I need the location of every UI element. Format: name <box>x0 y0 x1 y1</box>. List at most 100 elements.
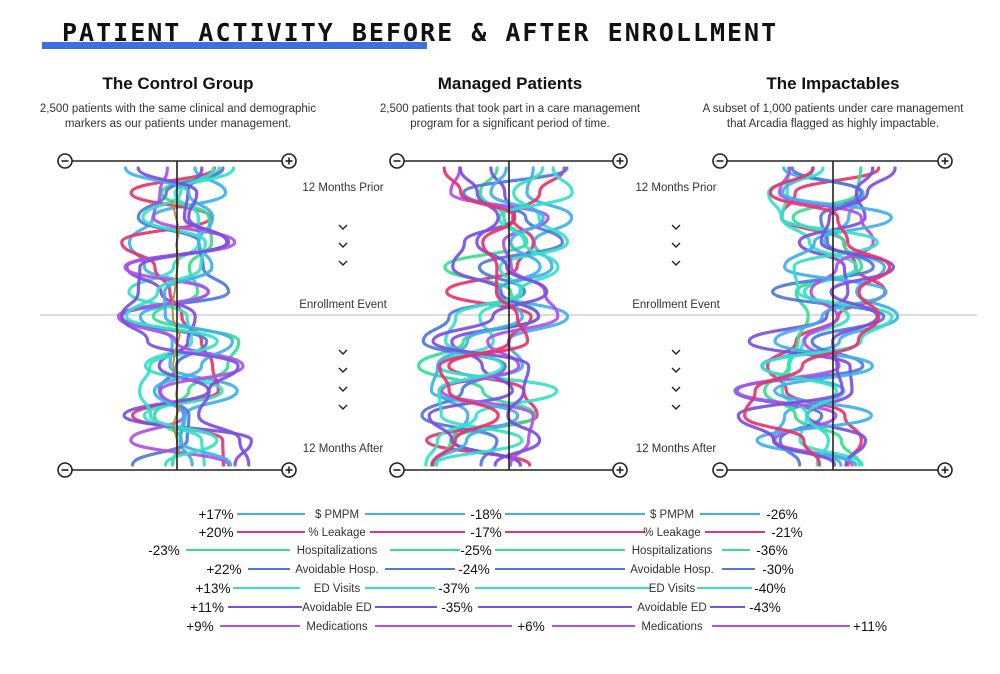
impactables-change: -26% <box>766 507 798 522</box>
activity-line-leakage <box>430 166 530 467</box>
metric-label: $ PMPM <box>315 509 359 521</box>
description-line: program for a significant period of time… <box>410 118 610 130</box>
managed-change: -25% <box>460 543 492 558</box>
activity-line-avoidable_ed <box>431 166 549 467</box>
impactables-change: -21% <box>771 525 803 540</box>
activity-line-hospitalizations <box>762 166 864 467</box>
panels <box>57 153 953 478</box>
timeline-left: 12 Months Prior Enrollment Event 12 Mont… <box>299 182 387 455</box>
legend-row-pmpm: +17% $ PMPM -18% $ PMPM -26% <box>199 507 798 522</box>
panel-2 <box>712 153 953 478</box>
metric-label: Avoidable ED <box>637 602 706 614</box>
legend-row-leakage: +20% % Leakage -17% % Leakage -21% <box>199 525 803 540</box>
description-line: that Arcadia flagged as highly impactabl… <box>726 118 940 130</box>
control-change: +17% <box>199 507 234 522</box>
activity-line-pmpm <box>437 166 574 467</box>
chevron-down-icon <box>671 224 681 230</box>
activity-line-ed_visits <box>127 166 236 467</box>
chevron-down-icon <box>671 349 681 355</box>
chevron-down-icon <box>338 367 348 373</box>
legend-row-ed_visits: +13% ED Visits -37% ED Visits -40% <box>196 581 786 596</box>
metrics-legend: +17% $ PMPM -18% $ PMPM -26% +20% % Leakage -17… <box>148 507 887 634</box>
panel-1 <box>389 153 628 478</box>
chevron-down-icon <box>671 242 681 248</box>
impactables-change: -40% <box>754 581 786 596</box>
impactables-change: +11% <box>853 619 887 634</box>
timeline-bottom-label: 12 Months After <box>636 443 717 455</box>
metric-label: Hospitalizations <box>632 545 713 557</box>
activity-line-ed_visits <box>432 166 574 467</box>
activity-line-medications <box>440 166 560 467</box>
title-underline-bar <box>42 42 427 49</box>
column-description-managed: 2,500 patients that took part in a care … <box>345 102 675 132</box>
impactables-change: -36% <box>756 543 788 558</box>
control-change: +22% <box>207 562 242 577</box>
managed-change: -24% <box>458 562 490 577</box>
legend-row-medications: +9% Medications +6% Medications +11% <box>186 619 887 634</box>
activity-line-leakage <box>743 166 892 467</box>
timeline-middle-label: Enrollment Event <box>632 299 720 311</box>
chevron-down-icon <box>338 260 348 266</box>
chevron-down-icon <box>338 386 348 392</box>
description-line: A subset of 1,000 patients under care ma… <box>702 103 964 115</box>
managed-change: -35% <box>441 600 473 615</box>
chevron-down-icon <box>338 349 348 355</box>
timeline-bottom-label: 12 Months After <box>303 443 384 455</box>
column-description-control: 2,500 patients with the same clinical an… <box>13 102 343 132</box>
column-title-managed: Managed Patients <box>437 74 583 93</box>
metric-label: ED Visits <box>314 583 361 595</box>
legend-row-avoidable_hosp: +22% Avoidable Hosp. -24% Avoidable Hosp. -3… <box>207 562 794 577</box>
chevrons <box>338 224 681 410</box>
activity-line-avoidable_ed <box>120 166 251 467</box>
column-title-control: The Control Group <box>102 74 254 93</box>
activity-line-pmpm <box>124 166 235 467</box>
column-title-impactables: The Impactables <box>766 74 900 93</box>
managed-change: +6% <box>517 619 544 634</box>
chevron-down-icon <box>338 404 348 410</box>
metric-label: Hospitalizations <box>297 545 378 557</box>
metric-label: Medications <box>641 621 703 633</box>
metric-label: % Leakage <box>308 527 366 539</box>
control-change: +20% <box>199 525 234 540</box>
impactables-change: -30% <box>762 562 794 577</box>
activity-line-pmpm <box>760 166 900 467</box>
description-line: markers as our patients under management… <box>64 118 292 130</box>
metric-label: Avoidable ED <box>302 602 371 614</box>
chevron-down-icon <box>671 260 681 266</box>
metric-label: Avoidable Hosp. <box>295 564 379 576</box>
chevron-down-icon <box>338 224 348 230</box>
legend-row-avoidable_ed: +11% Avoidable ED -35% Avoidable ED -43% <box>190 600 781 615</box>
chevron-down-icon <box>338 242 348 248</box>
metric-label: Avoidable Hosp. <box>630 564 714 576</box>
activity-line-avoidable_ed <box>736 166 897 467</box>
description-line: 2,500 patients that took part in a care … <box>379 103 641 115</box>
timeline-right: 12 Months Prior Enrollment Event 12 Mont… <box>632 182 720 455</box>
description-line: 2,500 patients with the same clinical an… <box>39 103 317 115</box>
control-change: -23% <box>148 543 180 558</box>
impactables-change: -43% <box>749 600 781 615</box>
activity-line-avoidable_ed <box>122 166 254 467</box>
chevron-down-icon <box>671 404 681 410</box>
metric-label: % Leakage <box>643 527 701 539</box>
chevron-down-icon <box>671 367 681 373</box>
timeline-top-label: 12 Months Prior <box>302 182 383 194</box>
managed-change: -18% <box>470 507 502 522</box>
activity-line-ed_visits <box>424 166 570 467</box>
activity-line-pmpm <box>755 166 893 467</box>
metric-label: $ PMPM <box>650 509 694 521</box>
metric-label: Medications <box>306 621 368 633</box>
managed-change: -37% <box>438 581 470 596</box>
managed-change: -17% <box>470 525 502 540</box>
timeline-middle-label: Enrollment Event <box>299 299 387 311</box>
chevron-down-icon <box>671 386 681 392</box>
timeline-top-label: 12 Months Prior <box>635 182 716 194</box>
activity-line-ed_visits <box>761 166 894 467</box>
activity-line-pmpm <box>429 166 545 467</box>
metric-label: ED Visits <box>649 583 696 595</box>
activity-line-ed_visits <box>124 166 219 467</box>
activity-line-avoidable_hosp <box>420 166 569 467</box>
control-change: +13% <box>196 581 231 596</box>
legend-row-hospitalizations: -23% Hospitalizations -25% Hospitalizations… <box>148 543 788 558</box>
